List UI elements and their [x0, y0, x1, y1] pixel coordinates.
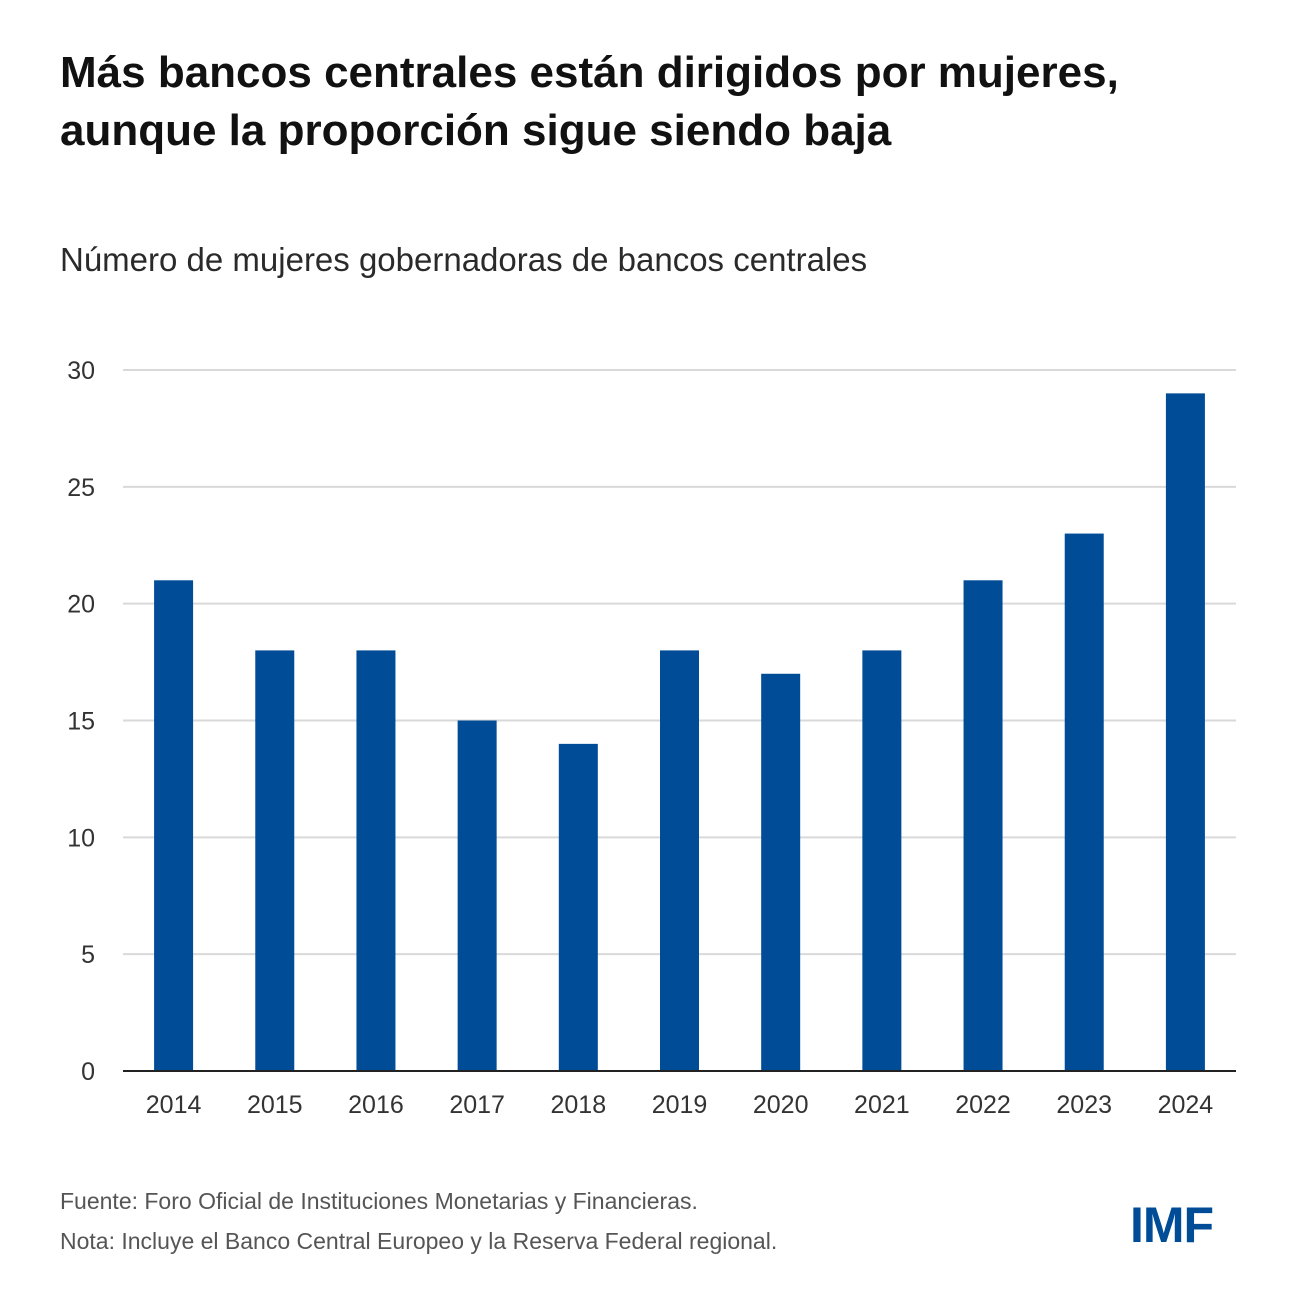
x-tick-label: 2023 [1056, 1091, 1112, 1119]
gridlines [123, 369, 1236, 956]
bar-2019 [660, 650, 699, 1071]
bar-2015 [255, 650, 295, 1071]
chart-subtitle: Número de mujeres gobernadoras de bancos… [60, 241, 868, 278]
bar-chart: 0 5 10 15 20 25 30 2014 2015 2016 2017 2018 2019 202… [67, 357, 1236, 1119]
y-tick-label: 5 [81, 941, 95, 969]
y-tick-label: 25 [67, 474, 95, 502]
x-tick-label: 2020 [753, 1091, 809, 1119]
x-tick-label: 2017 [449, 1091, 505, 1119]
bar-2023 [1064, 533, 1104, 1071]
x-tick-label: 2018 [551, 1091, 607, 1119]
chart-title-line-2: aunque la proporción sigue siendo baja [60, 106, 892, 155]
imf-logo: IMF [1130, 1200, 1214, 1248]
imf-logo-text: IMF [1130, 1200, 1213, 1248]
footnote: Nota: Incluye el Banco Central Europeo y… [60, 1228, 778, 1254]
bar-2022 [963, 580, 1003, 1071]
y-axis-tick-labels: 0 5 10 15 20 25 30 [67, 357, 95, 1086]
x-tick-label: 2015 [247, 1091, 303, 1119]
x-tick-label: 2014 [146, 1091, 202, 1119]
bars [154, 393, 1205, 1071]
y-tick-label: 20 [67, 591, 95, 619]
y-tick-label: 0 [81, 1058, 95, 1086]
x-axis-tick-labels: 2014 2015 2016 2017 2018 2019 2020 2021 2022 2023… [146, 1091, 1214, 1119]
bar-2024 [1165, 393, 1205, 1071]
bar-2016 [356, 650, 396, 1071]
bar-2014 [154, 580, 194, 1071]
bar-2020 [761, 673, 801, 1071]
bar-2017 [457, 720, 497, 1071]
bar-2018 [558, 743, 598, 1071]
x-tick-label: 2022 [955, 1091, 1011, 1119]
x-tick-label: 2016 [348, 1091, 404, 1119]
y-tick-label: 30 [67, 357, 95, 385]
x-tick-label: 2019 [652, 1091, 708, 1119]
chart-title-line-1: Más bancos centrales están dirigidos por… [60, 48, 1119, 97]
source-note: Fuente: Foro Oficial de Instituciones Mo… [60, 1188, 698, 1214]
bar-2021 [862, 650, 902, 1071]
y-tick-label: 15 [67, 708, 95, 736]
x-tick-label: 2024 [1158, 1091, 1214, 1119]
y-tick-label: 10 [67, 824, 95, 852]
chart-title: Más bancos centrales están dirigidos por… [60, 44, 1250, 160]
x-tick-label: 2021 [854, 1091, 910, 1119]
